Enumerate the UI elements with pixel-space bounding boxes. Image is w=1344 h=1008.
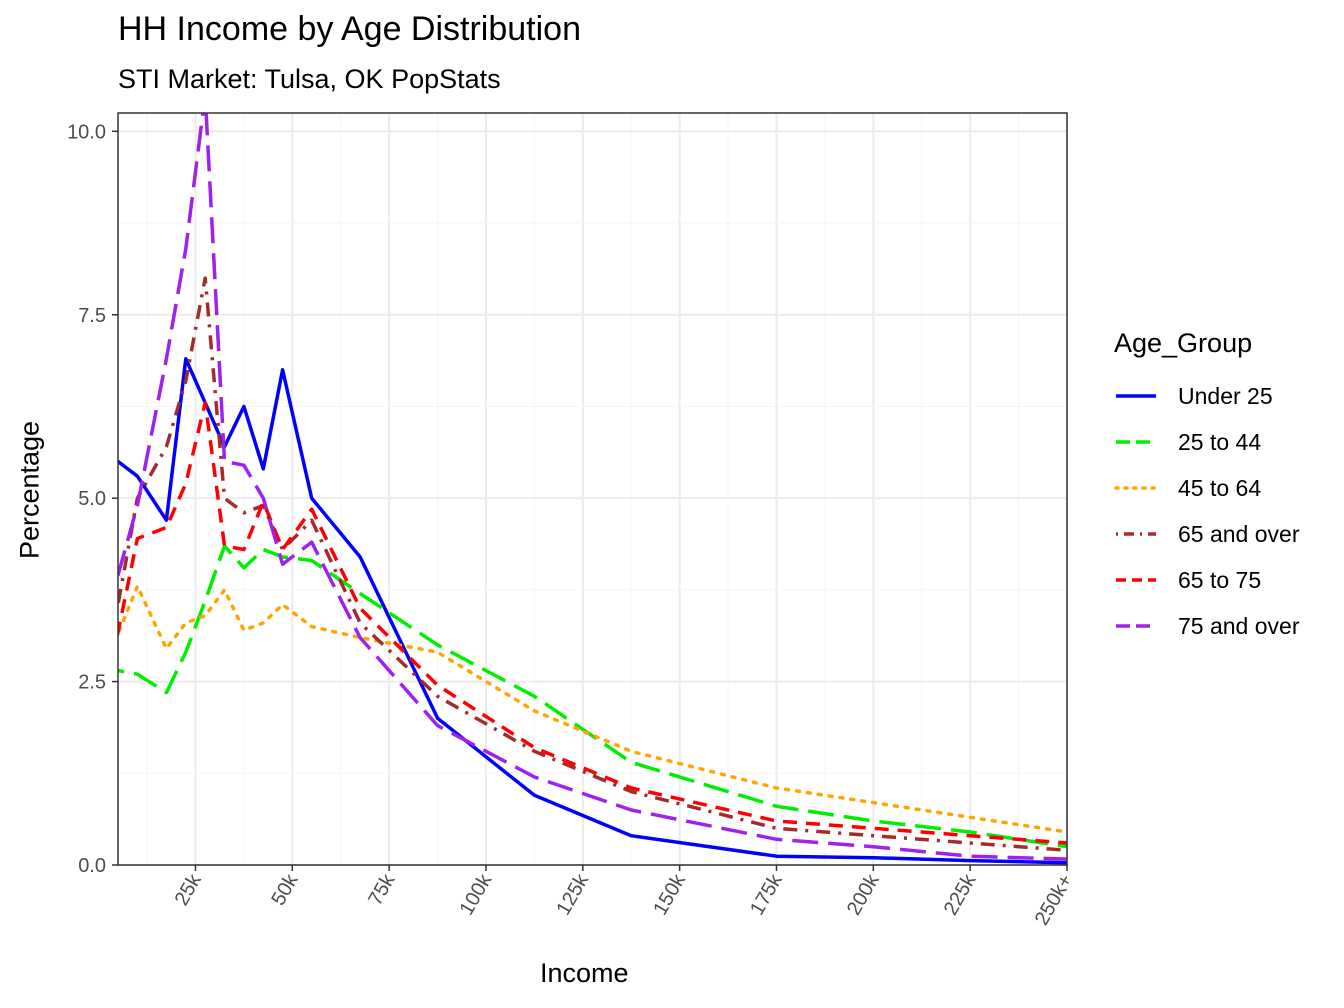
- legend-title: Age_Group: [1114, 328, 1253, 358]
- y-tick-label: 5.0: [78, 488, 106, 510]
- legend-item: 65 and over: [1114, 511, 1299, 557]
- x-tick-label: 175k: [746, 870, 787, 919]
- x-tick-label: 200k: [843, 870, 884, 919]
- x-tick-label: 150k: [649, 870, 690, 919]
- series-line-65-to-75: [118, 401, 1067, 845]
- x-tick-label: 250k+: [1031, 871, 1078, 930]
- legend-key: [1116, 624, 1156, 628]
- x-tick-label: 100k: [456, 870, 497, 919]
- grid-lines: [118, 113, 1068, 866]
- chart-title: HH Income by Age Distribution: [118, 10, 581, 48]
- legend-item: 65 to 75: [1114, 557, 1299, 603]
- y-tick-label: 10.0: [67, 121, 106, 143]
- legend-label: 65 to 75: [1178, 566, 1262, 593]
- legend-item: 45 to 64: [1114, 465, 1299, 511]
- legend-item: 25 to 44: [1114, 419, 1299, 465]
- legend-label: Under 25: [1178, 382, 1273, 409]
- legend-items: Under 25 25 to 44 45 to 64 65 and over 65 to…: [1114, 373, 1299, 649]
- series-lines: [118, 113, 1067, 865]
- x-tick-label: 25k: [171, 870, 207, 910]
- legend-item: 75 and over: [1114, 603, 1299, 649]
- x-axis-label: Income: [540, 958, 629, 988]
- legend-label: 45 to 64: [1178, 474, 1262, 501]
- series-line-under-25: [118, 357, 1067, 865]
- legend-label: 65 and over: [1178, 520, 1300, 547]
- x-tick-label: 75k: [364, 870, 400, 910]
- legend-key: [1116, 532, 1156, 536]
- x-axis-ticks: 25k 50k 75k 100k 125k 150k 175k 200k 225k 250k+: [171, 865, 1078, 930]
- legend-key: [1116, 394, 1156, 398]
- y-tick-label: 2.5: [78, 672, 106, 694]
- plot-panel-border: [117, 112, 1068, 866]
- y-tick-label: 0.0: [78, 855, 106, 877]
- legend-key: [1116, 440, 1156, 444]
- legend-key: [1116, 578, 1156, 582]
- chart-subtitle: STI Market: Tulsa, OK PopStats: [118, 64, 501, 94]
- y-axis-label: Percentage: [14, 420, 45, 560]
- legend-item: Under 25: [1114, 373, 1299, 419]
- legend-label: 75 and over: [1178, 612, 1300, 639]
- series-line-65-and-over: [118, 276, 1067, 853]
- y-axis-ticks: 0.0 2.5 5.0 7.5 10.0: [67, 121, 118, 877]
- series-line-45-to-64: [118, 584, 1067, 834]
- legend-key: [1114, 486, 1158, 490]
- x-tick-label: 125k: [552, 870, 593, 919]
- y-tick-label: 7.5: [78, 305, 106, 327]
- series-line-25-to-44: [118, 544, 1067, 849]
- series-line-75-and-over: [118, 113, 1067, 861]
- legend: Age_Group Under 25 25 to 44 45 to 64 65 and…: [1114, 328, 1299, 649]
- x-tick-label: 50k: [267, 870, 303, 910]
- x-tick-label: 225k: [940, 870, 981, 919]
- legend-label: 25 to 44: [1178, 428, 1262, 455]
